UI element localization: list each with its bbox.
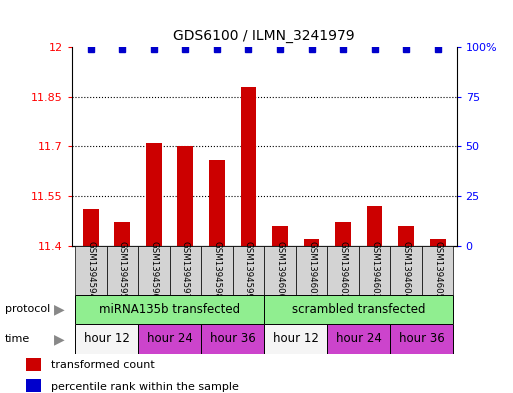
Text: GSM1394603: GSM1394603 <box>370 241 379 299</box>
Text: time: time <box>5 334 30 344</box>
Text: GSM1394600: GSM1394600 <box>275 241 285 299</box>
Bar <box>335 222 351 246</box>
Text: percentile rank within the sample: percentile rank within the sample <box>51 382 239 392</box>
Bar <box>75 324 138 354</box>
Bar <box>272 226 288 246</box>
Bar <box>264 295 453 324</box>
Text: GSM1394605: GSM1394605 <box>433 241 442 299</box>
Text: ▶: ▶ <box>54 303 64 316</box>
Text: GSM1394597: GSM1394597 <box>181 241 190 299</box>
Text: hour 24: hour 24 <box>336 332 382 345</box>
Bar <box>327 324 390 354</box>
Text: protocol: protocol <box>5 305 50 314</box>
Text: miRNA135b transfected: miRNA135b transfected <box>99 303 240 316</box>
Bar <box>398 226 414 246</box>
Bar <box>264 246 295 295</box>
Bar <box>390 246 422 295</box>
Bar <box>75 295 264 324</box>
Bar <box>327 246 359 295</box>
Bar <box>264 324 327 354</box>
Bar <box>138 246 170 295</box>
Bar <box>430 239 445 246</box>
Bar <box>422 246 453 295</box>
Text: transformed count: transformed count <box>51 360 155 371</box>
Text: ▶: ▶ <box>54 332 64 346</box>
Text: hour 36: hour 36 <box>399 332 445 345</box>
Text: hour 36: hour 36 <box>210 332 255 345</box>
Text: GSM1394596: GSM1394596 <box>149 241 159 299</box>
Bar <box>26 358 41 371</box>
Bar <box>26 379 41 392</box>
Bar <box>107 246 138 295</box>
Title: GDS6100 / ILMN_3241979: GDS6100 / ILMN_3241979 <box>173 29 355 43</box>
Bar <box>209 160 225 246</box>
Text: GSM1394595: GSM1394595 <box>118 241 127 299</box>
Bar <box>114 222 130 246</box>
Bar <box>201 324 264 354</box>
Text: hour 12: hour 12 <box>273 332 319 345</box>
Bar <box>359 246 390 295</box>
Text: scrambled transfected: scrambled transfected <box>292 303 426 316</box>
Bar <box>177 147 193 246</box>
Bar <box>146 143 162 246</box>
Bar <box>241 87 256 246</box>
Bar <box>170 246 201 295</box>
Bar <box>75 246 107 295</box>
Text: GSM1394598: GSM1394598 <box>212 241 222 299</box>
Text: GSM1394594: GSM1394594 <box>86 241 95 299</box>
Text: hour 12: hour 12 <box>84 332 129 345</box>
Text: hour 24: hour 24 <box>147 332 192 345</box>
Bar <box>295 246 327 295</box>
Bar <box>138 324 201 354</box>
Bar <box>390 324 453 354</box>
Text: GSM1394599: GSM1394599 <box>244 241 253 299</box>
Text: GSM1394602: GSM1394602 <box>339 241 347 299</box>
Bar <box>304 239 320 246</box>
Bar <box>367 206 383 246</box>
Bar <box>233 246 264 295</box>
Bar <box>201 246 233 295</box>
Text: GSM1394601: GSM1394601 <box>307 241 316 299</box>
Text: GSM1394604: GSM1394604 <box>402 241 410 299</box>
Bar <box>83 209 98 246</box>
